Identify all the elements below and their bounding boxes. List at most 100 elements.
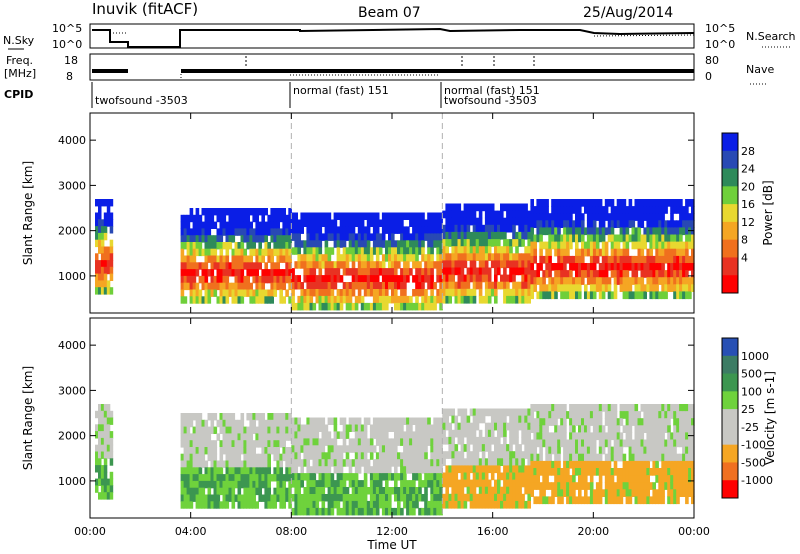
velocity-cell xyxy=(616,432,621,441)
velocity-cell xyxy=(103,478,108,486)
velocity-cell xyxy=(106,410,111,419)
power-cell xyxy=(569,227,573,236)
power-cell xyxy=(676,199,680,207)
velocity-cell xyxy=(388,424,392,432)
power-cell xyxy=(345,219,350,227)
velocity-cell xyxy=(637,425,642,433)
velocity-cell xyxy=(661,460,665,469)
power-cell xyxy=(487,267,492,276)
velocity-cell xyxy=(231,467,236,475)
velocity-cell xyxy=(273,453,277,462)
velocity-cell xyxy=(481,408,486,417)
power-cell xyxy=(342,254,347,262)
power-cell xyxy=(670,234,674,243)
power-cell xyxy=(625,248,630,257)
velocity-cell xyxy=(258,480,262,489)
power-cell xyxy=(318,226,323,234)
power-cell xyxy=(592,213,597,221)
velocity-cell xyxy=(536,425,540,433)
power-cell xyxy=(321,275,326,283)
power-cell xyxy=(539,248,543,257)
velocity-cell xyxy=(667,482,671,490)
power-cell xyxy=(100,239,105,248)
power-cell xyxy=(285,228,289,236)
power-cell xyxy=(613,284,618,292)
power-cell xyxy=(512,210,516,219)
power-cell xyxy=(451,288,455,297)
velocity-cell xyxy=(595,432,600,441)
velocity-cell xyxy=(348,507,353,516)
power-cell xyxy=(213,282,218,291)
velocity-cell xyxy=(228,419,233,428)
velocity-cell xyxy=(578,475,582,483)
velocity-cell xyxy=(688,411,692,419)
power-cell xyxy=(234,269,239,277)
velocity-cell xyxy=(222,440,227,448)
power-cell xyxy=(98,280,102,288)
nave-tick-high: 80 xyxy=(705,54,719,67)
power-cell xyxy=(315,226,320,234)
velocity-cell xyxy=(279,480,283,489)
velocity-cell xyxy=(604,468,609,476)
velocity-cell xyxy=(454,479,459,488)
power-cell xyxy=(339,261,344,269)
power-cell xyxy=(339,254,344,262)
velocity-cell xyxy=(189,413,194,421)
power-cell xyxy=(578,248,582,257)
power-cell xyxy=(303,289,307,297)
velocity-cell xyxy=(360,424,365,432)
power-cell xyxy=(255,228,259,236)
power-cell xyxy=(509,246,513,254)
power-cell xyxy=(442,288,446,297)
velocity-cell xyxy=(497,444,501,452)
power-cell xyxy=(303,302,307,311)
power-cell xyxy=(285,242,289,250)
velocity-cell xyxy=(249,480,253,489)
velocity-cell xyxy=(442,408,446,417)
power-cell xyxy=(288,214,292,223)
velocity-cell xyxy=(186,426,191,434)
power-cell xyxy=(524,253,528,261)
power-cell xyxy=(448,210,452,219)
power-cell xyxy=(436,261,440,269)
velocity-cell xyxy=(216,419,221,428)
velocity-cell xyxy=(442,472,446,481)
power-cell xyxy=(297,275,301,283)
velocity-cell xyxy=(439,452,443,460)
velocity-cell xyxy=(324,507,329,516)
velocity-cell xyxy=(472,500,477,509)
power-cell xyxy=(539,277,543,285)
velocity-cell xyxy=(560,432,564,441)
power-cell xyxy=(270,221,274,229)
power-cell xyxy=(454,246,459,254)
power-cell xyxy=(276,208,280,216)
velocity-cell xyxy=(533,475,537,483)
velocity-cell xyxy=(563,439,567,448)
power-cell xyxy=(348,282,353,290)
power-cell xyxy=(439,212,443,220)
power-cell xyxy=(388,219,392,227)
velocity-cell xyxy=(381,500,386,509)
velocity-cell xyxy=(282,440,286,448)
power-cell xyxy=(400,282,404,290)
velocity-cell xyxy=(433,445,437,453)
power-cell xyxy=(300,302,304,311)
power-cell xyxy=(625,255,630,264)
velocity-cell xyxy=(466,415,471,424)
power-cell xyxy=(566,284,570,292)
velocity-cell xyxy=(575,439,579,448)
velocity-cell xyxy=(433,494,437,502)
velocity-cell xyxy=(595,411,600,419)
power-cell xyxy=(595,277,600,285)
power-colorbar-swatch xyxy=(722,239,738,258)
power-cell xyxy=(330,289,335,297)
velocity-cell xyxy=(412,507,416,516)
velocity-cell xyxy=(306,487,310,495)
power-cell xyxy=(682,248,686,257)
velocity-cell xyxy=(372,473,377,481)
power-cell xyxy=(601,213,606,221)
power-cell xyxy=(575,213,579,221)
velocity-cell xyxy=(285,447,289,455)
power-cell xyxy=(324,302,329,311)
power-cell xyxy=(595,248,600,257)
